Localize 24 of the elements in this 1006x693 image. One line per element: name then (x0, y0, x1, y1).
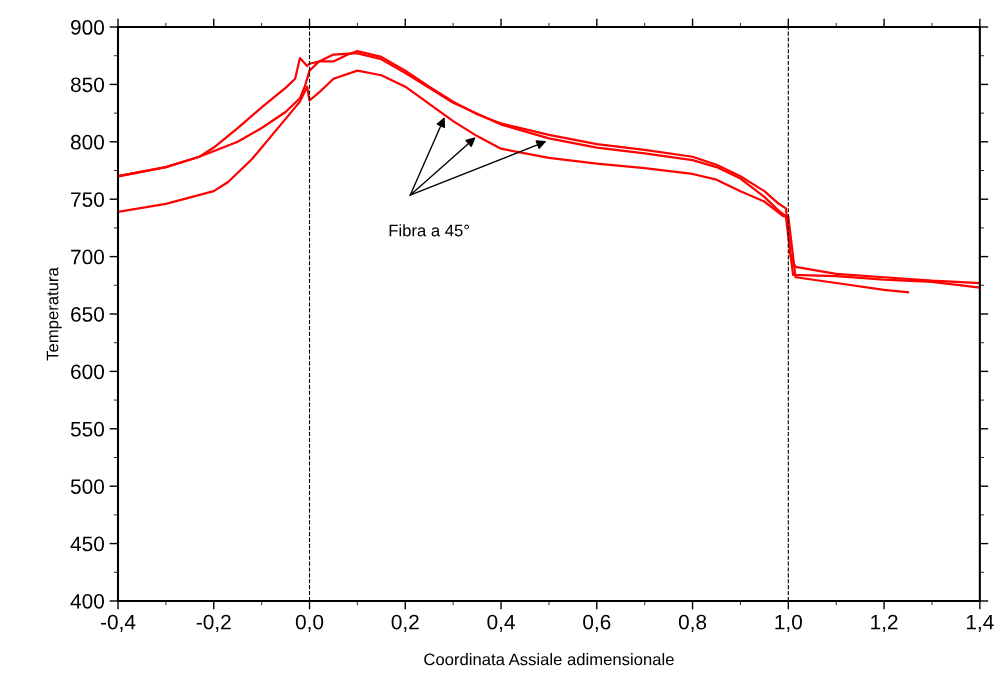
x-tick-label: 0,4 (487, 614, 515, 632)
y-tick-label: 900 (71, 20, 104, 35)
x-axis-title: Coordinata Assiale adimensionale (424, 653, 674, 666)
y-tick-label: 850 (70, 77, 104, 93)
y-tick-label: 450 (70, 536, 104, 552)
x-tick-label: 0,6 (583, 614, 611, 632)
x-tick-label: -0,4 (100, 614, 136, 632)
x-tick-label: 1,2 (871, 614, 898, 632)
annotation: Fibra a 45° (389, 224, 469, 237)
y-tick-label: 800 (70, 134, 104, 150)
y-tick-label: 550 (70, 421, 104, 437)
x-tick-label: 0,0 (295, 614, 324, 632)
y-axis-title: Temperatura (46, 267, 62, 361)
y-tick-label: 700 (71, 249, 104, 265)
y-tick-label: 750 (71, 192, 104, 207)
y-tick-label: 600 (71, 364, 104, 380)
y-tick-label: 650 (71, 307, 104, 322)
y-tick-label: 500 (70, 479, 104, 494)
x-tick-label: 1,4 (966, 614, 994, 632)
x-tick-label: 0,2 (391, 614, 419, 632)
x-tick-label: -0,2 (196, 614, 231, 632)
x-tick-label: 0,8 (678, 614, 707, 632)
x-tick-label: 1,0 (775, 614, 802, 632)
y-tick-label: 400 (70, 593, 104, 609)
